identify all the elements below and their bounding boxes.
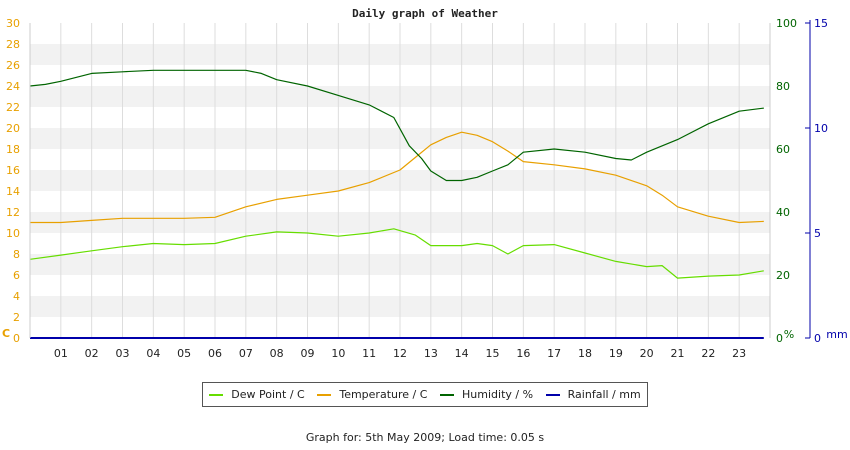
legend-label-dew-point: Dew Point / C — [231, 388, 305, 401]
right-rainfall-tick-label: 10 — [814, 122, 828, 135]
right-humidity-tick-label: 0 — [776, 332, 783, 345]
x-tick-label: 22 — [701, 347, 715, 360]
footer-date: 5th May 2009 — [365, 431, 442, 444]
series-line-humidity — [29, 69, 764, 182]
legend-item-temperature: Temperature / C — [317, 388, 427, 401]
left-tick-label: 18 — [6, 143, 20, 156]
x-tick-label: 10 — [331, 347, 345, 360]
x-tick-label: 12 — [393, 347, 407, 360]
legend-swatch-rainfall — [545, 393, 560, 396]
left-tick-label: 14 — [6, 185, 20, 198]
left-tick-label: 28 — [6, 38, 20, 51]
x-tick-label: 15 — [486, 347, 500, 360]
left-tick-label: 8 — [13, 248, 20, 261]
right-axis-rainfall-ticks: 0 5 10 15 — [805, 17, 828, 345]
right-humidity-tick-label: 60 — [776, 143, 790, 156]
right-humidity-tick-label: 80 — [776, 80, 790, 93]
x-tick-label: 06 — [208, 347, 222, 360]
chart-legend: Dew Point / C Temperature / C Humidity /… — [202, 382, 648, 407]
legend-item-rainfall: Rainfall / mm — [545, 388, 641, 401]
legend-swatch-dew-point — [209, 393, 224, 396]
x-tick-label: 05 — [177, 347, 191, 360]
footer-prefix: Graph for: — [305, 431, 366, 444]
series-line-temperature — [30, 131, 764, 224]
right-humidity-tick-label: 40 — [776, 206, 790, 219]
legend-label-rainfall: Rainfall / mm — [567, 388, 641, 401]
legend-label-humidity: Humidity / % — [462, 388, 534, 401]
chart-title: Daily graph of Weather — [352, 7, 498, 20]
left-tick-label: 20 — [6, 122, 20, 135]
left-tick-label: 24 — [6, 80, 20, 93]
right-humidity-tick-label: 100 — [776, 17, 797, 30]
graph-footer: Graph for: 5th May 2009; Load time: 0.05… — [0, 431, 850, 444]
plot-series — [29, 69, 764, 339]
x-tick-label: 07 — [239, 347, 253, 360]
x-tick-label: 18 — [578, 347, 592, 360]
x-tick-label: 19 — [609, 347, 623, 360]
footer-load-label: Load time: — [448, 431, 511, 444]
right-axis-rainfall-unit: mm — [826, 328, 847, 341]
legend-label-temperature: Temperature / C — [339, 388, 428, 401]
left-tick-label: 2 — [13, 311, 20, 324]
left-tick-label: 22 — [6, 101, 20, 114]
left-tick-label: 12 — [6, 206, 20, 219]
x-tick-label: 23 — [732, 347, 746, 360]
x-tick-label: 20 — [640, 347, 654, 360]
left-tick-label: 16 — [6, 164, 20, 177]
x-tick-label: 08 — [270, 347, 284, 360]
right-rainfall-tick-label: 15 — [814, 17, 828, 30]
left-tick-label: 0 — [13, 332, 20, 345]
right-humidity-tick-label: 20 — [776, 269, 790, 282]
right-axis-humidity-unit: % — [784, 328, 794, 341]
right-axis-humidity-ticks: 0 20 40 60 80 100 — [776, 17, 797, 345]
x-tick-label: 14 — [455, 347, 469, 360]
x-axis-ticks: 01 02 03 04 05 06 07 08 09 10 11 12 13 14 15 16 17 18 19 20… — [54, 347, 746, 360]
left-tick-label: 10 — [6, 227, 20, 240]
left-tick-label: 26 — [6, 59, 20, 72]
left-tick-label: 4 — [13, 290, 20, 303]
right-rainfall-tick-label: 0 — [814, 332, 821, 345]
x-tick-label: 09 — [301, 347, 315, 360]
legend-item-humidity: Humidity / % — [440, 388, 533, 401]
footer-load-time: 0.05 s — [510, 431, 545, 444]
left-tick-label: 6 — [13, 269, 20, 282]
x-tick-label: 13 — [424, 347, 438, 360]
x-tick-label: 16 — [516, 347, 530, 360]
footer-separator: ; — [441, 431, 449, 444]
right-rainfall-tick-label: 5 — [814, 227, 821, 240]
x-tick-label: 11 — [362, 347, 376, 360]
x-tick-label: 01 — [54, 347, 68, 360]
left-tick-label: 30 — [6, 17, 20, 30]
vertical-gridlines — [60, 23, 740, 338]
x-tick-label: 02 — [85, 347, 99, 360]
left-axis-unit: C — [2, 327, 10, 340]
x-tick-label: 03 — [116, 347, 130, 360]
legend-swatch-temperature — [317, 393, 332, 396]
legend-item-dew-point: Dew Point / C — [209, 388, 305, 401]
x-tick-label: 21 — [671, 347, 685, 360]
x-tick-label: 04 — [146, 347, 160, 360]
x-tick-label: 17 — [547, 347, 561, 360]
series-line-dew — [29, 228, 764, 279]
legend-swatch-humidity — [440, 393, 455, 396]
